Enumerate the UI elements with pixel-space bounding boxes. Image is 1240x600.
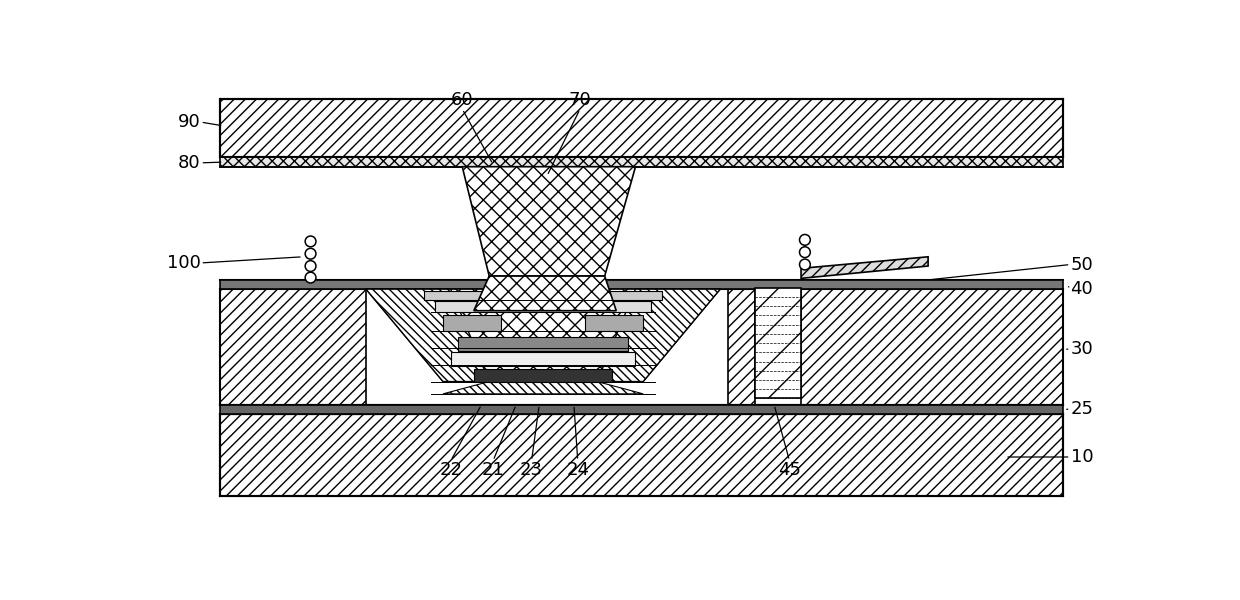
Polygon shape bbox=[801, 257, 928, 278]
Bar bbox=[450, 352, 635, 366]
Circle shape bbox=[305, 248, 316, 259]
Polygon shape bbox=[366, 289, 490, 382]
Text: 22: 22 bbox=[439, 461, 463, 479]
Circle shape bbox=[305, 236, 316, 247]
Text: 60: 60 bbox=[451, 91, 474, 109]
Circle shape bbox=[800, 235, 810, 245]
Bar bbox=[459, 337, 627, 351]
Text: 23: 23 bbox=[520, 461, 543, 479]
Circle shape bbox=[591, 235, 603, 245]
Polygon shape bbox=[463, 167, 635, 276]
Bar bbox=[219, 280, 1063, 289]
Text: 30: 30 bbox=[1070, 340, 1094, 358]
Polygon shape bbox=[443, 382, 644, 394]
Circle shape bbox=[800, 247, 810, 257]
Text: 10: 10 bbox=[1070, 448, 1094, 466]
Circle shape bbox=[800, 259, 810, 270]
Bar bbox=[728, 289, 755, 404]
Bar bbox=[435, 301, 651, 312]
Text: 100: 100 bbox=[166, 254, 201, 272]
Polygon shape bbox=[474, 276, 616, 311]
Text: 70: 70 bbox=[569, 91, 591, 109]
Text: 24: 24 bbox=[567, 461, 589, 479]
Text: 90: 90 bbox=[177, 113, 201, 131]
Text: 45: 45 bbox=[777, 461, 801, 479]
Bar bbox=[219, 404, 1063, 414]
Bar bbox=[219, 289, 366, 404]
Bar bbox=[219, 157, 1063, 167]
Text: 25: 25 bbox=[1070, 400, 1094, 418]
Bar bbox=[424, 290, 662, 300]
Circle shape bbox=[591, 247, 603, 257]
Circle shape bbox=[305, 260, 316, 271]
Polygon shape bbox=[366, 289, 720, 382]
Text: 80: 80 bbox=[177, 154, 201, 172]
Circle shape bbox=[591, 259, 603, 270]
Bar bbox=[474, 369, 613, 382]
Bar bbox=[219, 99, 1063, 157]
Text: 40: 40 bbox=[1070, 280, 1094, 298]
Text: 21: 21 bbox=[481, 461, 505, 479]
Polygon shape bbox=[755, 287, 801, 398]
Bar bbox=[443, 314, 501, 331]
Bar bbox=[219, 414, 1063, 496]
Bar bbox=[585, 314, 644, 331]
Polygon shape bbox=[596, 289, 720, 382]
Text: 50: 50 bbox=[1070, 256, 1094, 274]
Bar bbox=[801, 289, 1063, 404]
Circle shape bbox=[305, 272, 316, 283]
